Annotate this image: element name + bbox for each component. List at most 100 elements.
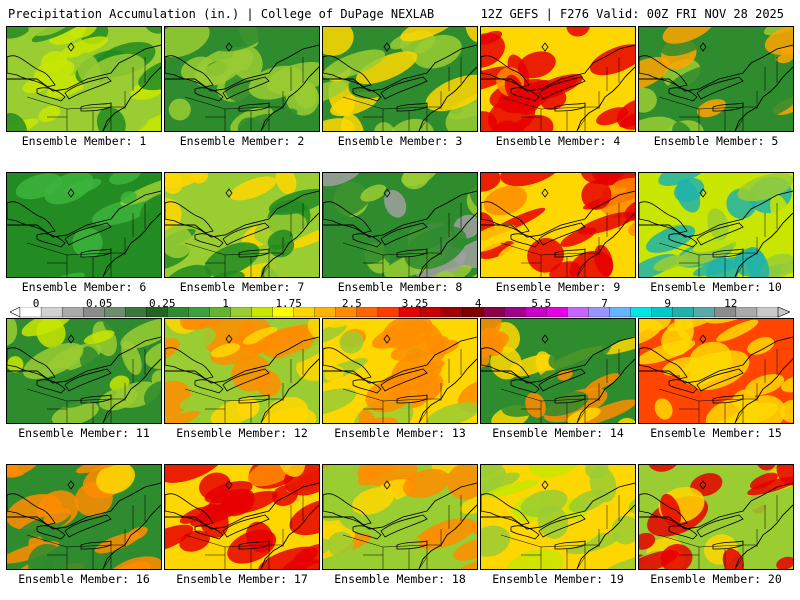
precip-contour bbox=[96, 107, 126, 131]
precip-contour bbox=[660, 493, 681, 528]
precip-contour bbox=[134, 112, 161, 131]
location-marker bbox=[67, 42, 75, 52]
member-label: Ensemble Member: 6 bbox=[21, 280, 147, 294]
precip-contour bbox=[139, 191, 161, 225]
colorbar-swatch bbox=[335, 307, 358, 318]
precip-contour bbox=[82, 53, 146, 95]
precipitation-field bbox=[323, 465, 477, 569]
colorbar-swatch bbox=[40, 307, 63, 318]
country-border bbox=[323, 336, 477, 384]
precip-contour bbox=[537, 505, 569, 539]
precip-contour bbox=[294, 255, 319, 277]
precip-contour bbox=[425, 74, 477, 112]
colorbar-swatch bbox=[104, 307, 126, 318]
precip-contour bbox=[431, 193, 465, 215]
precip-contour bbox=[37, 548, 90, 569]
precipitation-field bbox=[7, 173, 161, 277]
colorbar-swatch bbox=[567, 307, 589, 318]
precip-contour bbox=[734, 248, 765, 277]
precip-contour bbox=[165, 524, 194, 554]
precip-contour bbox=[585, 373, 620, 392]
colorbar-swatch bbox=[314, 307, 337, 318]
precip-contour bbox=[23, 342, 84, 380]
precip-contour bbox=[323, 538, 332, 559]
colorbar-swatch bbox=[19, 307, 42, 318]
colorbar-swatch bbox=[125, 307, 147, 318]
precip-contour bbox=[138, 57, 161, 91]
colorbar-tick-label: 7 bbox=[601, 297, 608, 310]
precip-contour bbox=[596, 107, 629, 126]
member-label: Ensemble Member: 20 bbox=[650, 572, 782, 586]
precip-contour bbox=[707, 208, 729, 241]
country-border bbox=[639, 482, 793, 530]
colorbar-swatch bbox=[293, 307, 316, 318]
ensemble-member-map bbox=[322, 172, 478, 278]
precip-contour bbox=[481, 525, 511, 557]
precip-contour bbox=[355, 51, 418, 85]
precip-contour bbox=[548, 334, 612, 371]
country-border bbox=[639, 190, 793, 238]
precip-contour bbox=[211, 27, 267, 52]
great-lakes-outline bbox=[7, 347, 112, 404]
precip-contour bbox=[323, 79, 350, 108]
precip-contour bbox=[566, 27, 591, 37]
colorbar-swatch bbox=[377, 307, 400, 318]
location-marker bbox=[383, 334, 391, 344]
precip-contour bbox=[739, 495, 777, 519]
precip-contour bbox=[365, 379, 411, 413]
great-lakes-outline bbox=[639, 201, 744, 258]
colorbar-tick-label: 5.5 bbox=[531, 297, 552, 310]
precip-contour bbox=[380, 361, 446, 385]
precip-contour bbox=[275, 173, 297, 195]
precip-contour bbox=[465, 27, 477, 43]
great-lakes-outline bbox=[7, 493, 112, 550]
location-marker bbox=[541, 334, 549, 344]
member-label: Ensemble Member: 5 bbox=[653, 134, 779, 148]
location-marker bbox=[541, 42, 549, 52]
location-marker bbox=[699, 480, 707, 490]
precip-contour bbox=[454, 560, 477, 569]
member-label: Ensemble Member: 4 bbox=[495, 134, 621, 148]
colorbar-max-arrow bbox=[777, 307, 790, 318]
precip-contour bbox=[674, 178, 705, 203]
precipitation-field bbox=[7, 319, 161, 423]
precip-contour bbox=[639, 216, 654, 235]
precipitation-field bbox=[639, 319, 793, 423]
precip-contour bbox=[459, 495, 477, 514]
state-borders bbox=[342, 203, 462, 277]
colorbar-tick-label: 0 bbox=[32, 297, 40, 310]
colorbar-swatch bbox=[61, 307, 84, 318]
precip-contour bbox=[105, 556, 161, 569]
precip-contour bbox=[36, 319, 66, 348]
precip-contour bbox=[716, 319, 759, 342]
precip-contour bbox=[481, 30, 503, 45]
precip-contour bbox=[662, 27, 715, 44]
colorbar-swatch bbox=[483, 307, 505, 318]
location-marker bbox=[67, 334, 75, 344]
precip-contour bbox=[327, 319, 355, 328]
colorbar-swatch bbox=[735, 307, 758, 318]
precip-contour bbox=[671, 121, 695, 131]
precip-contour bbox=[386, 118, 435, 131]
precip-contour bbox=[268, 188, 319, 215]
precipitation-field bbox=[323, 319, 477, 423]
precip-contour bbox=[165, 338, 180, 363]
country-border bbox=[7, 482, 161, 530]
precip-contour bbox=[527, 238, 565, 273]
precip-contour bbox=[165, 411, 200, 423]
precipitation-field bbox=[481, 27, 635, 131]
member-label: Ensemble Member: 1 bbox=[21, 134, 147, 148]
state-borders bbox=[658, 495, 778, 569]
precip-contour bbox=[580, 173, 631, 185]
colorbar-tick-label: 9 bbox=[664, 297, 671, 310]
great-lakes-outline bbox=[323, 201, 428, 258]
colorbar-tick-label: 2.5 bbox=[341, 297, 362, 310]
precipitation-field bbox=[639, 173, 793, 277]
precip-contour bbox=[481, 223, 517, 253]
ensemble-member-map bbox=[164, 464, 320, 570]
precip-contour bbox=[109, 173, 141, 185]
precip-contour bbox=[143, 465, 161, 487]
ensemble-member-map bbox=[322, 318, 478, 424]
precip-contour bbox=[102, 319, 131, 336]
precip-contour bbox=[7, 113, 28, 131]
